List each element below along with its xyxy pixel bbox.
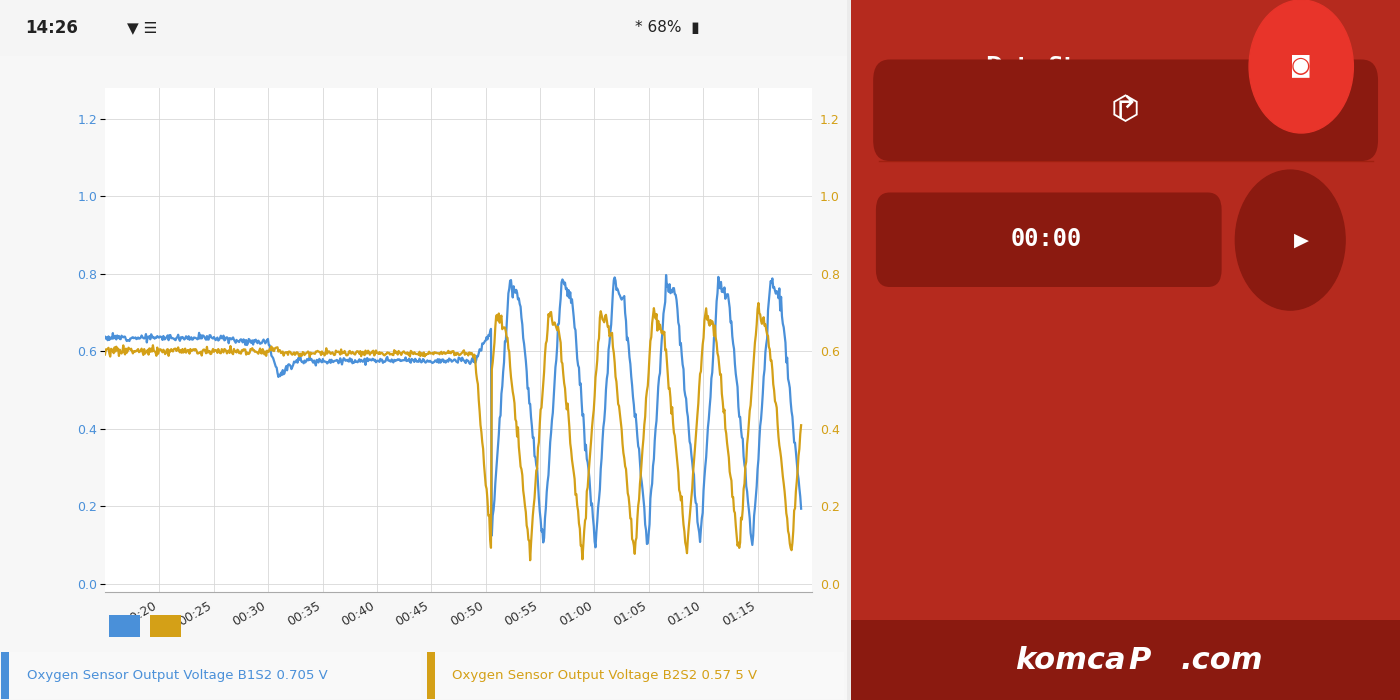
Circle shape [1249,0,1354,133]
Bar [1,652,8,699]
Text: ↱: ↱ [1113,95,1138,125]
Text: Oxygen Sensor Output Voltage B2S2 0.57 5 V: Oxygen Sensor Output Voltage B2S2 0.57 5… [452,669,757,682]
FancyBboxPatch shape [874,60,1378,161]
Text: Data Stream: Data Stream [986,57,1134,76]
Circle shape [1235,170,1345,310]
Text: 14:26: 14:26 [25,19,78,37]
Text: ⬤: ⬤ [1280,46,1323,85]
Text: ⬡: ⬡ [1112,93,1140,127]
Text: ▼ ☰: ▼ ☰ [127,20,157,36]
Text: * 68%  ▮: * 68% ▮ [636,20,700,36]
FancyBboxPatch shape [851,620,1400,700]
Text: 00:00: 00:00 [1011,228,1082,251]
Bar [427,652,434,699]
Text: ◙: ◙ [1291,55,1312,77]
Text: Oxygen Sensor Output Voltage B1S2 0.705 V: Oxygen Sensor Output Voltage B1S2 0.705 … [27,669,328,682]
FancyBboxPatch shape [876,193,1222,287]
Text: komca: komca [1015,645,1126,675]
Text: ▶: ▶ [1294,230,1309,250]
Text: .com: .com [1180,645,1263,675]
Text: P: P [1128,645,1151,675]
